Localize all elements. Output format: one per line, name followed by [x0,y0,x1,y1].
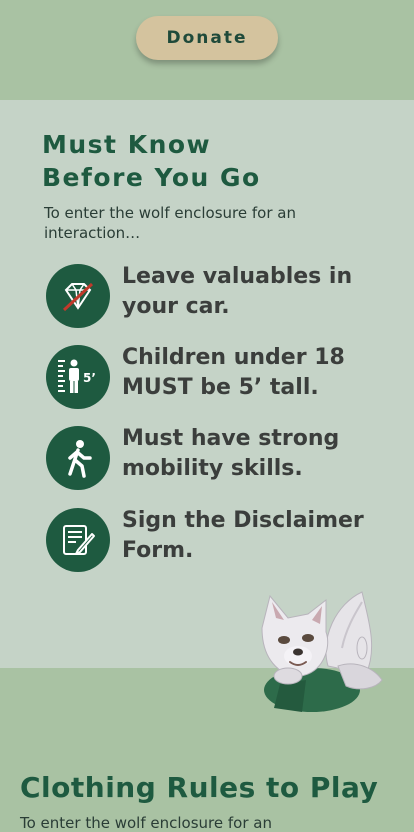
must-know-title: Must Know Before You Go [42,128,342,194]
rule-item: 5’ Children under 18 MUST be 5’ tall. [46,345,386,409]
wolf-mascot-illustration [261,591,383,712]
donate-button[interactable]: Donate [136,16,278,60]
must-know-intro: To enter the wolf enclosure for an inter… [44,204,296,242]
must-know-title-line2: Before You Go [42,163,261,192]
rule-item: Sign the Disclaimer Form. [46,508,386,572]
rule-text: Sign the Disclaimer Form. [122,508,364,563]
rule-text: Leave valuables in your car. [122,264,353,319]
rule-text: Children under 18 MUST be 5’ tall. [122,345,345,400]
clothing-rules-title: Clothing Rules to Play [20,771,379,804]
no-valuables-icon [46,264,110,328]
walking-person-icon [46,426,110,490]
form-pencil-icon [46,508,110,572]
height-icon-label: 5’ [83,371,96,385]
clothing-rules-intro: To enter the wolf enclosure for an [20,814,272,832]
rule-item: Leave valuables in your car. [46,264,386,328]
must-know-title-line1: Must Know [42,130,212,159]
height-requirement-icon: 5’ [46,345,110,409]
rule-item: Must have strong mobility skills. [46,426,386,490]
rule-text: Must have strong mobility skills. [122,426,340,481]
